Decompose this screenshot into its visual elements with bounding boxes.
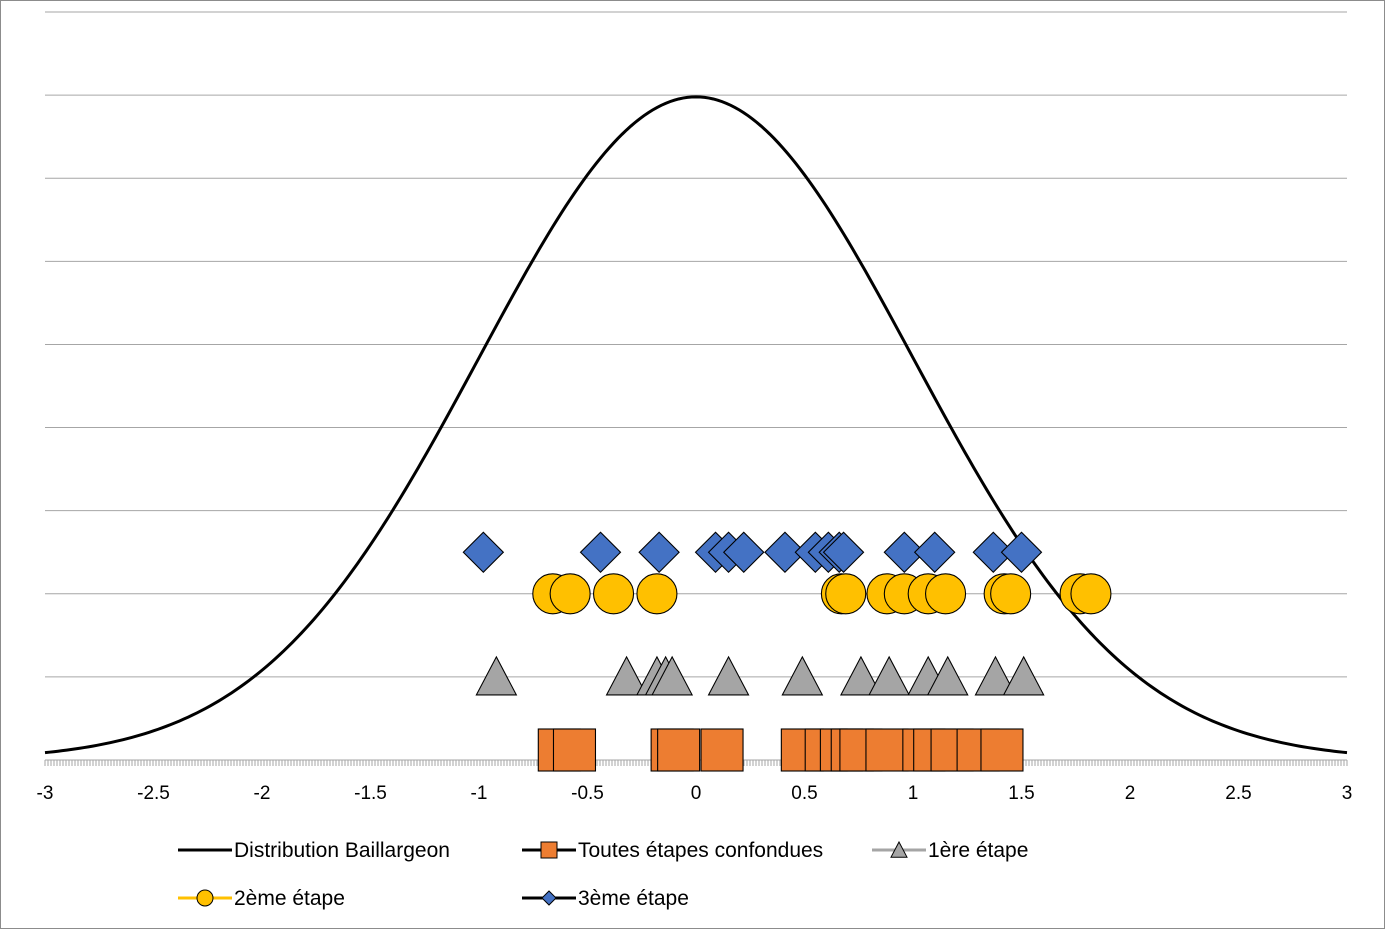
- x-tick-label: -2.5: [137, 783, 170, 804]
- data-point-diamond: [1000, 531, 1043, 574]
- data-point-diamond: [579, 531, 622, 574]
- x-tick-label: 1.5: [1008, 783, 1034, 804]
- data-point-circle: [636, 573, 678, 615]
- x-tick-label: 2: [1125, 783, 1136, 804]
- legend-item: Distribution Baillargeon: [178, 839, 450, 862]
- x-tick-label: 3: [1342, 783, 1353, 804]
- data-point-square: [657, 728, 701, 772]
- legend-label: 2ème étape: [234, 887, 345, 910]
- data-point-square: [865, 728, 909, 772]
- data-point-diamond: [822, 531, 865, 574]
- legend-label: Distribution Baillargeon: [234, 839, 450, 862]
- x-tick-label: 1: [908, 783, 919, 804]
- legend-label: 1ère étape: [928, 839, 1028, 862]
- data-point-triangle: [651, 655, 694, 696]
- data-point-triangle: [926, 655, 969, 696]
- legend-marker-triangle: [890, 840, 908, 858]
- legend-marker-diamond: [541, 890, 557, 906]
- data-point-circle: [825, 573, 867, 615]
- data-point-triangle: [1002, 655, 1045, 696]
- gridlines: [45, 11, 1347, 678]
- data-point-triangle: [475, 655, 518, 696]
- data-point-square: [980, 728, 1024, 772]
- data-point-diamond: [638, 531, 680, 574]
- legend-item: 3ème étape: [522, 887, 689, 910]
- data-point-diamond: [462, 531, 505, 574]
- x-tick-label: 0: [691, 783, 702, 804]
- data-point-triangle: [781, 655, 824, 696]
- x-tick-label: 2.5: [1225, 783, 1251, 804]
- data-point-triangle: [840, 655, 882, 696]
- data-point-square: [552, 728, 597, 772]
- data-point-triangle: [605, 655, 648, 696]
- data-point-triangle: [974, 655, 1017, 696]
- legend-marker-square: [540, 841, 558, 859]
- data-point-diamond: [764, 531, 806, 574]
- data-point-circle: [1070, 573, 1112, 615]
- x-tick-label: -1: [471, 783, 488, 804]
- legend-label: Toutes étapes confondues: [578, 839, 823, 862]
- x-tick-label: -0.5: [571, 783, 604, 804]
- x-tick-label: 0.5: [791, 783, 817, 804]
- data-point-circle: [990, 573, 1032, 615]
- curve-layer: [44, 95, 1348, 755]
- data-point-diamond: [972, 531, 1015, 574]
- legend-label: 3ème étape: [578, 887, 689, 910]
- legend-item: 2ème étape: [178, 887, 345, 910]
- data-point-circle: [549, 573, 591, 615]
- x-tick-label: -3: [37, 783, 54, 804]
- legend-item: Toutes étapes confondues: [522, 839, 823, 862]
- data-point-triangle: [868, 655, 911, 696]
- data-point-diamond: [913, 531, 956, 574]
- data-point-diamond: [883, 531, 926, 574]
- data-point-square: [700, 728, 744, 772]
- markers: [462, 531, 1112, 772]
- legend-marker-circle: [196, 889, 214, 907]
- data-point-circle: [924, 573, 967, 615]
- series-line-distribution: [44, 95, 1348, 755]
- data-point-circle: [592, 573, 635, 615]
- legend-item: 1ère étape: [872, 839, 1028, 862]
- x-tick-label: -1.5: [354, 783, 387, 804]
- legend: Distribution Baillargeon Toutes étapes co…: [178, 839, 1028, 910]
- data-point-diamond: [722, 531, 765, 574]
- data-point-triangle: [707, 655, 750, 696]
- x-tick-label: -2: [254, 783, 271, 804]
